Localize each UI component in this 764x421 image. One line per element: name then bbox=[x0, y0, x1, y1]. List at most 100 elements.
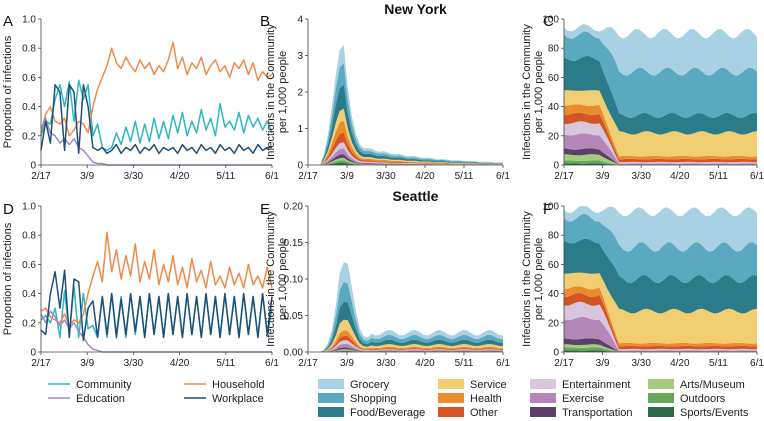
y-tick-label: 0.2 bbox=[22, 318, 36, 329]
x-tick-label: 5/11 bbox=[709, 358, 728, 369]
y-tick-label: 0 bbox=[553, 348, 559, 359]
x-tick-label: 4/20 bbox=[170, 171, 190, 182]
x-tick-label: 3/9 bbox=[596, 358, 610, 369]
y-axis-label: Infections in the Communityper 1,000 peo… bbox=[521, 24, 545, 160]
y-tick-label: 4 bbox=[297, 15, 303, 26]
series-line-household bbox=[40, 41, 273, 137]
area-health bbox=[564, 286, 757, 347]
area-health bbox=[564, 104, 757, 160]
legend-swatch-shopping bbox=[318, 393, 344, 403]
x-tick-label: 3/30 bbox=[376, 358, 396, 369]
x-tick-label: 3/9 bbox=[596, 171, 610, 182]
y-tick-label: 0 bbox=[553, 161, 559, 172]
x-tick-label: 3/9 bbox=[80, 171, 94, 182]
legend-label-transportation: Transportation bbox=[562, 407, 633, 419]
area-exercise bbox=[308, 343, 503, 352]
series-line-community bbox=[40, 79, 273, 152]
panel-label: F bbox=[543, 201, 552, 218]
area-exercise bbox=[564, 316, 757, 352]
x-tick-label: 5/11 bbox=[216, 171, 235, 182]
y-tick-label: 3 bbox=[297, 51, 303, 62]
y-axis-label: Proportion of infections bbox=[2, 35, 14, 148]
x-tick-label: 5/11 bbox=[709, 171, 728, 182]
area-arts-museum bbox=[564, 344, 757, 352]
y-axis-label: Infections in the Communityper 1,000 peo… bbox=[265, 211, 289, 347]
legend-label-arts-museum: Arts/Museum bbox=[680, 379, 745, 391]
y-tick-label: 0.8 bbox=[22, 44, 36, 55]
series-line-workplace bbox=[40, 269, 273, 342]
legend-label-grocery: Grocery bbox=[350, 379, 390, 391]
area-entertainment bbox=[564, 121, 757, 164]
x-tick-label: 2/17 bbox=[298, 171, 318, 182]
y-axis-label-line: per 1,000 people bbox=[277, 238, 289, 321]
y-tick-label: 20 bbox=[548, 131, 560, 142]
y-axis-label-line: Infections in the Community bbox=[521, 24, 533, 160]
area-transportation bbox=[564, 338, 757, 352]
legend-label-shopping: Shopping bbox=[350, 393, 397, 405]
area-entertainment bbox=[308, 340, 503, 352]
x-tick-label: 6/1 bbox=[496, 358, 510, 369]
y-axis-label-line: per 1,000 people bbox=[533, 238, 545, 321]
x-tick-label: 6/1 bbox=[265, 358, 279, 369]
y-axis-label: Proportion of infections bbox=[2, 222, 14, 335]
y-tick-label: 0.00 bbox=[284, 348, 304, 359]
y-axis-label-line: per 1,000 people bbox=[277, 51, 289, 134]
y-tick-label: 100 bbox=[542, 202, 559, 213]
legend-swatch-entertainment bbox=[530, 379, 556, 389]
area-food-beverage bbox=[564, 238, 757, 314]
area-arts-museum bbox=[308, 157, 503, 165]
x-tick-label: 6/1 bbox=[496, 171, 510, 182]
y-tick-label: 100 bbox=[542, 15, 559, 26]
y-tick-label: 1 bbox=[297, 124, 303, 135]
x-tick-label: 5/11 bbox=[455, 171, 474, 182]
area-arts-museum bbox=[564, 154, 757, 165]
y-tick-label: 2 bbox=[297, 88, 303, 99]
legend-label-exercise: Exercise bbox=[562, 393, 604, 405]
panel-E: 0.00 0.05 0.10 0.15 0.20 2/17 3/9 3/30 4/20 5/11 6… bbox=[260, 188, 510, 369]
area-grocery bbox=[564, 24, 757, 76]
y-tick-label: 0.20 bbox=[284, 202, 304, 213]
legend-swatch-service bbox=[438, 379, 464, 389]
legend-label-food-beverage: Food/Beverage bbox=[350, 407, 425, 419]
x-tick-label: 6/1 bbox=[265, 171, 279, 182]
y-tick-label: 40 bbox=[548, 289, 560, 300]
area-service bbox=[564, 90, 757, 157]
y-tick-label: 80 bbox=[548, 231, 560, 242]
legend-label-entertainment: Entertainment bbox=[562, 379, 630, 391]
x-tick-label: 3/30 bbox=[124, 171, 144, 182]
x-tick-label: 4/20 bbox=[670, 358, 690, 369]
y-tick-label: 0.4 bbox=[22, 289, 36, 300]
y-axis-label-line: per 1,000 people bbox=[533, 51, 545, 134]
x-tick-label: 3/30 bbox=[631, 358, 651, 369]
panel-D: 0 0.2 0.4 0.6 0.8 1.0 2/17 3/9 3/30 4/20 5/11 6/1 DP… bbox=[2, 201, 279, 369]
x-tick-label: 5/11 bbox=[216, 358, 235, 369]
legend-swatch-grocery bbox=[318, 379, 344, 389]
y-axis-label: Infections in the Communityper 1,000 peo… bbox=[521, 211, 545, 347]
area-exercise bbox=[564, 133, 757, 165]
area-food-beverage bbox=[564, 55, 757, 135]
y-tick-label: 0.05 bbox=[284, 311, 304, 322]
y-tick-label: 1.0 bbox=[22, 15, 36, 26]
x-tick-label: 6/1 bbox=[750, 358, 764, 369]
legend-swatch-other bbox=[438, 407, 464, 417]
legend-swatch-health bbox=[438, 393, 464, 403]
area-transportation bbox=[564, 148, 757, 165]
legend-swatch-food-beverage bbox=[318, 407, 344, 417]
legend-label-outdoors: Outdoors bbox=[680, 393, 726, 405]
legend-swatch-exercise bbox=[530, 393, 556, 403]
area-other bbox=[564, 112, 757, 163]
area-service bbox=[564, 272, 757, 344]
y-tick-label: 1.0 bbox=[22, 202, 36, 213]
x-tick-label: 2/17 bbox=[554, 171, 574, 182]
x-tick-label: 3/9 bbox=[340, 171, 354, 182]
area-transportation bbox=[308, 154, 503, 165]
x-tick-label: 4/20 bbox=[170, 358, 190, 369]
y-tick-label: 0.10 bbox=[284, 275, 304, 286]
area-grocery bbox=[564, 206, 757, 252]
panel-label: C bbox=[543, 13, 554, 30]
category-legend: Grocery Shopping Food/Beverage Service H… bbox=[318, 379, 749, 419]
series-line-workplace bbox=[40, 83, 272, 155]
